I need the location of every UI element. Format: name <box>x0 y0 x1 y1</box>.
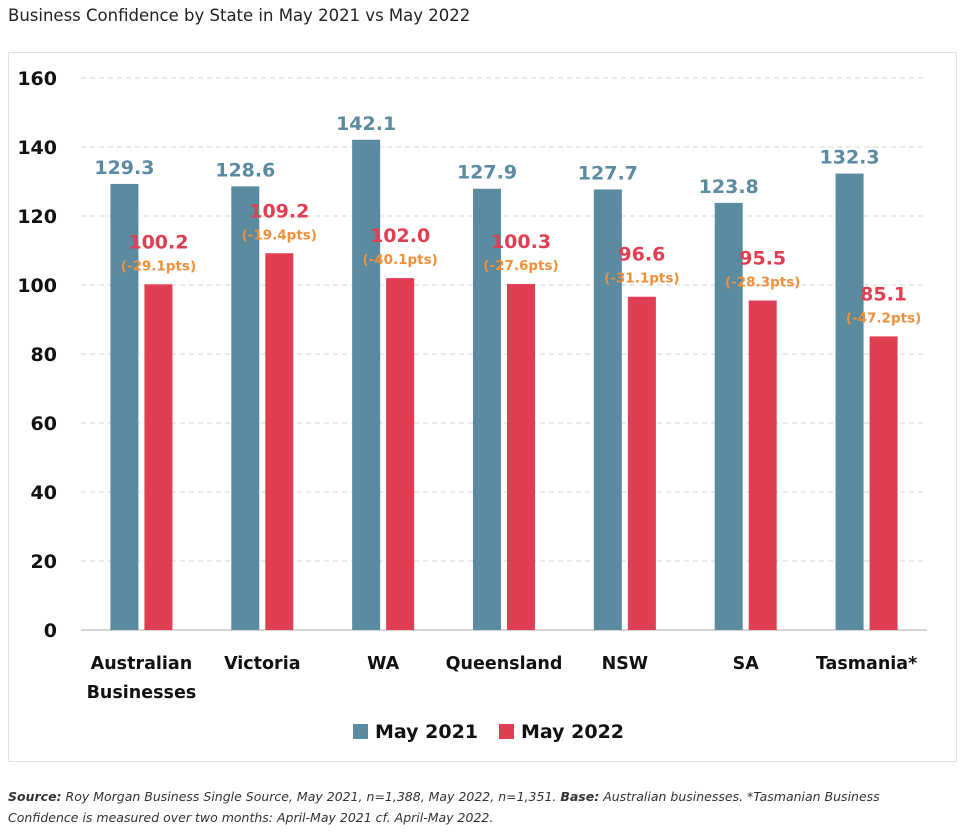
change-label: (-29.1pts) <box>121 258 196 274</box>
data-label-may-2022: 109.2 <box>249 200 309 222</box>
change-label: (-28.3pts) <box>725 275 800 291</box>
data-label-may-2021: 123.8 <box>699 176 759 198</box>
data-label-may-2021: 142.1 <box>336 113 396 135</box>
bar-may-2022 <box>386 278 415 630</box>
source-label: Source: <box>8 789 62 804</box>
data-label-may-2022: 102.0 <box>370 225 430 247</box>
base-text: Australian businesses. *Tasmanian Busine… <box>8 789 880 825</box>
legend-swatch-may-2021 <box>353 724 368 739</box>
y-tick-label: 100 <box>17 275 57 297</box>
bar-may-2021 <box>714 202 743 630</box>
page-title: Business Confidence by State in May 2021… <box>8 6 471 25</box>
y-tick-label: 140 <box>17 137 57 159</box>
bar-may-2021 <box>593 189 622 630</box>
x-tick-label: Queensland <box>446 654 563 674</box>
y-tick-label: 0 <box>44 620 57 642</box>
data-label-may-2022: 95.5 <box>739 248 786 270</box>
data-label-may-2022: 96.6 <box>618 244 665 266</box>
bar-may-2022 <box>869 336 898 630</box>
x-tick-label: NSW <box>602 654 649 674</box>
x-tick-label: Tasmania* <box>816 654 917 674</box>
change-label: (-40.1pts) <box>362 252 437 268</box>
y-tick-label: 160 <box>17 68 57 90</box>
bar-may-2021 <box>231 186 260 630</box>
data-label-may-2021: 128.6 <box>215 159 275 181</box>
y-tick-label: 40 <box>31 482 57 504</box>
data-label-may-2021: 129.3 <box>94 157 154 179</box>
legend-swatch-may-2022 <box>499 724 514 739</box>
bar-may-2021 <box>835 173 864 630</box>
bar-may-2021 <box>473 188 501 630</box>
legend-label-may-2021: May 2021 <box>375 721 478 743</box>
base-label: Base: <box>560 789 600 804</box>
bar-may-2021 <box>110 183 139 631</box>
data-label-may-2021: 127.9 <box>457 162 517 184</box>
bar-may-2022 <box>265 253 294 630</box>
bar-may-2022 <box>507 283 535 630</box>
y-tick-label: 60 <box>31 413 57 435</box>
data-label-may-2022: 85.1 <box>860 283 907 305</box>
bar-may-2022 <box>627 296 656 630</box>
data-label-may-2022: 100.3 <box>491 231 551 253</box>
bar-chart: 0 20 40 60 80 100 120 140 160 129.3 100.2 (-29.1pts… <box>17 68 927 743</box>
data-label-may-2021: 132.3 <box>820 147 880 169</box>
y-tick-label: 20 <box>31 551 57 573</box>
y-tick-label: 80 <box>31 344 57 366</box>
x-tick-label: WA <box>367 654 400 674</box>
source-text: Roy Morgan Business Single Source, May 2… <box>61 789 561 804</box>
bar-may-2022 <box>748 300 777 630</box>
data-label-may-2021: 127.7 <box>578 162 638 184</box>
data-label-may-2022: 100.2 <box>128 231 188 253</box>
x-tick-label: Australian <box>91 654 193 674</box>
bar-may-2022 <box>144 284 173 630</box>
x-tick-label: Victoria <box>224 654 300 674</box>
source-note: Source: Roy Morgan Business Single Sourc… <box>8 786 948 828</box>
change-label: (-27.6pts) <box>483 258 558 274</box>
bar-may-2021 <box>352 139 381 630</box>
x-tick-label: SA <box>733 654 760 674</box>
legend-label-may-2022: May 2022 <box>521 721 624 743</box>
change-label: (-47.2pts) <box>846 310 921 326</box>
x-tick-label: Businesses <box>87 683 197 703</box>
y-tick-label: 120 <box>17 206 57 228</box>
change-label: (-31.1pts) <box>604 271 679 287</box>
change-label: (-19.4pts) <box>242 227 317 243</box>
chart-container: 0 20 40 60 80 100 120 140 160 129.3 100.2 (-29.1pts… <box>8 52 957 762</box>
